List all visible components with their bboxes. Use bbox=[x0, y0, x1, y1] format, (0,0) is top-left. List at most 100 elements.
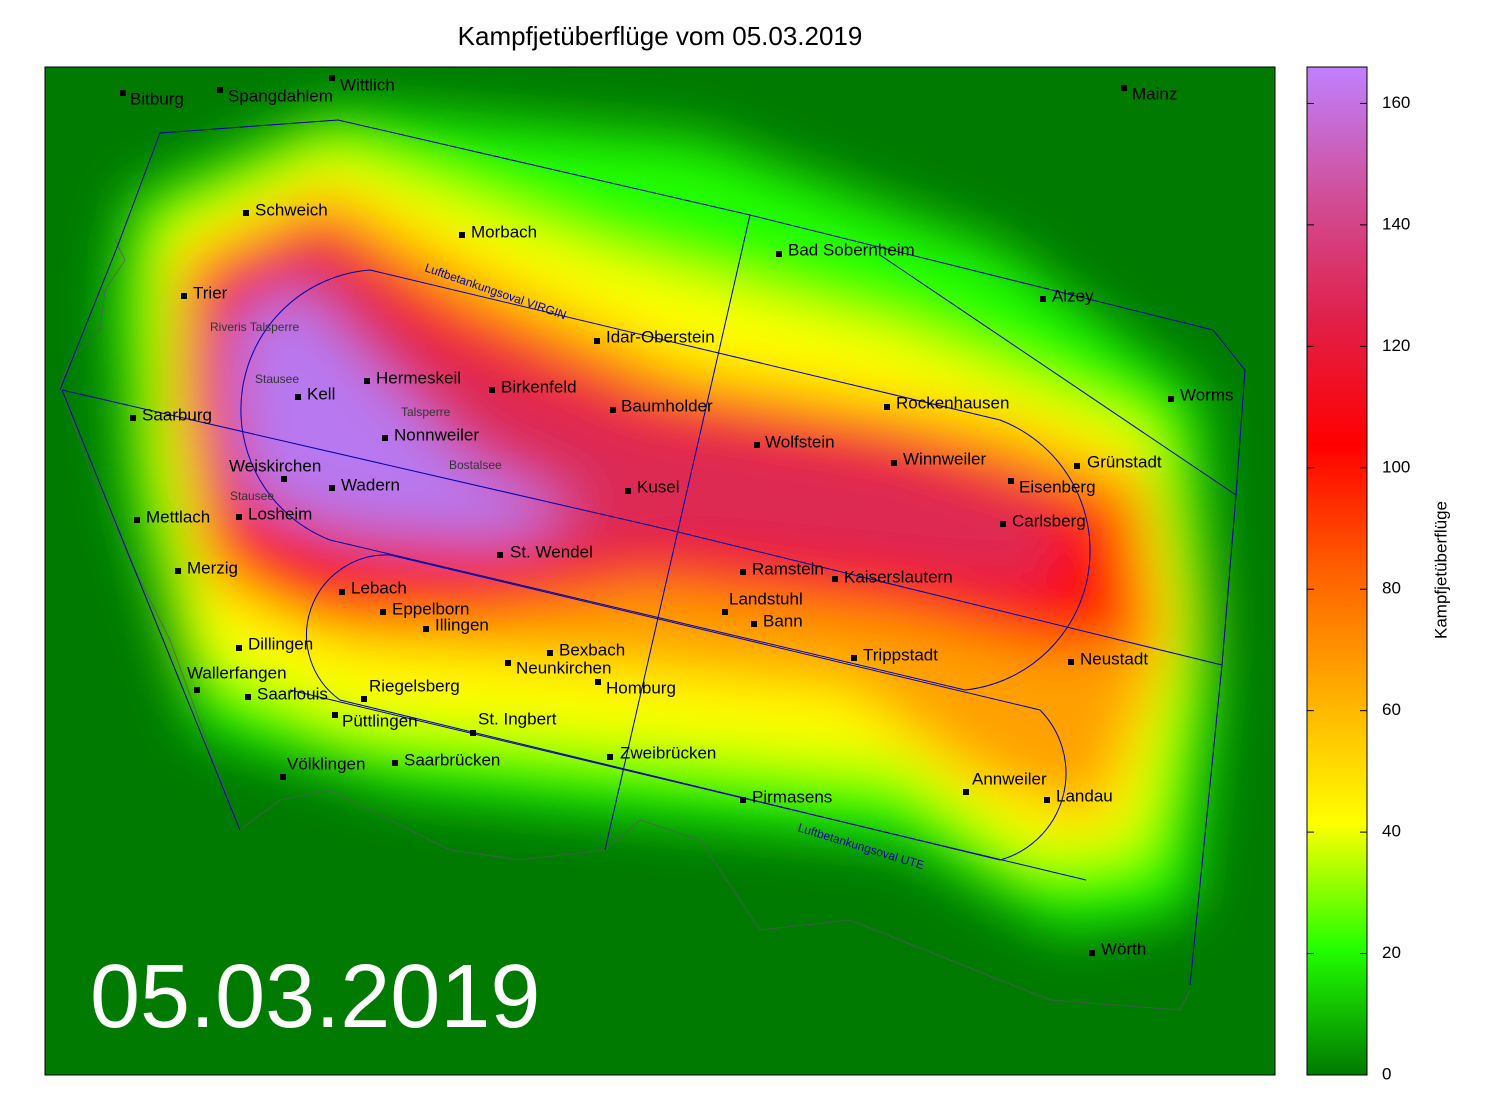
city-label: Saarbrücken bbox=[404, 750, 500, 769]
city-label: Worms bbox=[1180, 385, 1234, 404]
city-marker bbox=[1074, 463, 1080, 469]
city-label: Mettlach bbox=[146, 507, 210, 526]
city-marker bbox=[329, 75, 335, 81]
city-marker bbox=[364, 378, 370, 384]
city-label: Mainz bbox=[1132, 84, 1177, 103]
lake-label: Talsperre bbox=[401, 405, 451, 419]
city-label: Nonnweiler bbox=[394, 425, 479, 444]
city-label: Rockenhausen bbox=[896, 393, 1009, 412]
city-marker bbox=[740, 797, 746, 803]
city-marker bbox=[754, 442, 760, 448]
city-marker bbox=[884, 404, 890, 410]
city-marker bbox=[594, 338, 600, 344]
city-marker bbox=[1040, 296, 1046, 302]
city-label: Winnweiler bbox=[903, 449, 986, 468]
city-label: Neunkirchen bbox=[516, 658, 611, 677]
city-label: St. Wendel bbox=[510, 542, 593, 561]
city-marker bbox=[1068, 659, 1074, 665]
city-marker bbox=[963, 789, 969, 795]
city-marker bbox=[236, 645, 242, 651]
city-label: Birkenfeld bbox=[501, 377, 577, 396]
frame bbox=[44, 66, 1276, 1076]
city-label: Baumholder bbox=[621, 396, 713, 415]
city-label: Neustadt bbox=[1080, 649, 1148, 668]
city-marker bbox=[194, 687, 200, 693]
city-label: Pirmasens bbox=[752, 787, 832, 806]
city-label: Morbach bbox=[471, 222, 537, 241]
city-label: Saarburg bbox=[142, 405, 212, 424]
city-marker bbox=[281, 476, 287, 482]
colorbar bbox=[1306, 66, 1368, 1076]
colorbar-tick-label: 20 bbox=[1382, 943, 1401, 962]
colorbar-tick-label: 160 bbox=[1382, 93, 1410, 112]
lake-label: Stausee bbox=[230, 489, 274, 503]
city-label: Bexbach bbox=[559, 640, 625, 659]
city-marker bbox=[332, 712, 338, 718]
lake-label: Riveris Talsperre bbox=[210, 320, 299, 334]
colorbar-tick-label: 80 bbox=[1382, 579, 1401, 598]
city-label: Kell bbox=[307, 384, 335, 403]
city-marker bbox=[1044, 797, 1050, 803]
city-marker bbox=[851, 655, 857, 661]
colorbar-tick-label: 0 bbox=[1382, 1064, 1391, 1083]
city-label: Wadern bbox=[341, 475, 400, 494]
city-label: Trier bbox=[193, 283, 228, 302]
city-marker bbox=[130, 415, 136, 421]
lake-label: Bostalsee bbox=[449, 458, 502, 472]
city-label: Spangdahlem bbox=[228, 86, 333, 105]
city-marker bbox=[217, 87, 223, 93]
city-label: Wittlich bbox=[340, 75, 395, 94]
city-marker bbox=[595, 679, 601, 685]
city-marker bbox=[134, 517, 140, 523]
colorbar-tick-label: 140 bbox=[1382, 214, 1410, 233]
city-marker bbox=[329, 485, 335, 491]
city-marker bbox=[295, 394, 301, 400]
city-marker bbox=[120, 90, 126, 96]
city-label: Illingen bbox=[435, 615, 489, 634]
city-label: Wallerfangen bbox=[187, 663, 287, 682]
city-label: Saarlouis bbox=[257, 684, 328, 703]
city-label: Riegelsberg bbox=[369, 676, 460, 695]
city-label: Trippstadt bbox=[863, 645, 938, 664]
city-label: Ramstein bbox=[752, 559, 824, 578]
city-marker bbox=[392, 760, 398, 766]
city-label: Landau bbox=[1056, 786, 1113, 805]
title: Kampfjetüberflüge vom 05.03.2019 bbox=[458, 21, 863, 51]
city-label: Idar-Oberstein bbox=[606, 327, 715, 346]
city-marker bbox=[181, 293, 187, 299]
city-marker bbox=[740, 569, 746, 575]
city-marker bbox=[489, 387, 495, 393]
city-marker bbox=[175, 568, 181, 574]
city-marker bbox=[625, 488, 631, 494]
colorbar-tick-label: 120 bbox=[1382, 336, 1410, 355]
city-label: Carlsberg bbox=[1012, 511, 1086, 530]
city-label: Weiskirchen bbox=[229, 456, 321, 475]
city-label: Eppelborn bbox=[392, 599, 470, 618]
city-label: Lebach bbox=[351, 578, 407, 597]
colorbar-tick-label: 40 bbox=[1382, 822, 1401, 841]
city-label: Zweibrücken bbox=[620, 743, 716, 762]
city-marker bbox=[245, 694, 251, 700]
city-marker bbox=[751, 621, 757, 627]
city-marker bbox=[1008, 478, 1014, 484]
city-marker bbox=[1000, 521, 1006, 527]
city-label: Merzig bbox=[187, 558, 238, 577]
city-label: Bitburg bbox=[130, 89, 184, 108]
heatmap: Bitburg Spangdahlem Wittlich Mainz Schweich M… bbox=[45, 67, 1275, 1075]
city-marker bbox=[459, 232, 465, 238]
city-label: Dillingen bbox=[248, 634, 313, 653]
city-label: Püttlingen bbox=[342, 711, 418, 730]
city-label: Eisenberg bbox=[1019, 477, 1096, 496]
city-marker bbox=[280, 774, 286, 780]
colorbar-tick-label: 100 bbox=[1382, 457, 1410, 476]
city-label: Schweich bbox=[255, 200, 328, 219]
city-marker bbox=[382, 435, 388, 441]
city-marker bbox=[776, 251, 782, 257]
city-marker bbox=[547, 650, 553, 656]
colorbar-tick-label: 60 bbox=[1382, 700, 1401, 719]
city-marker bbox=[610, 407, 616, 413]
city-marker bbox=[891, 460, 897, 466]
city-label: Losheim bbox=[248, 504, 312, 523]
city-label: Alzey bbox=[1052, 286, 1094, 305]
